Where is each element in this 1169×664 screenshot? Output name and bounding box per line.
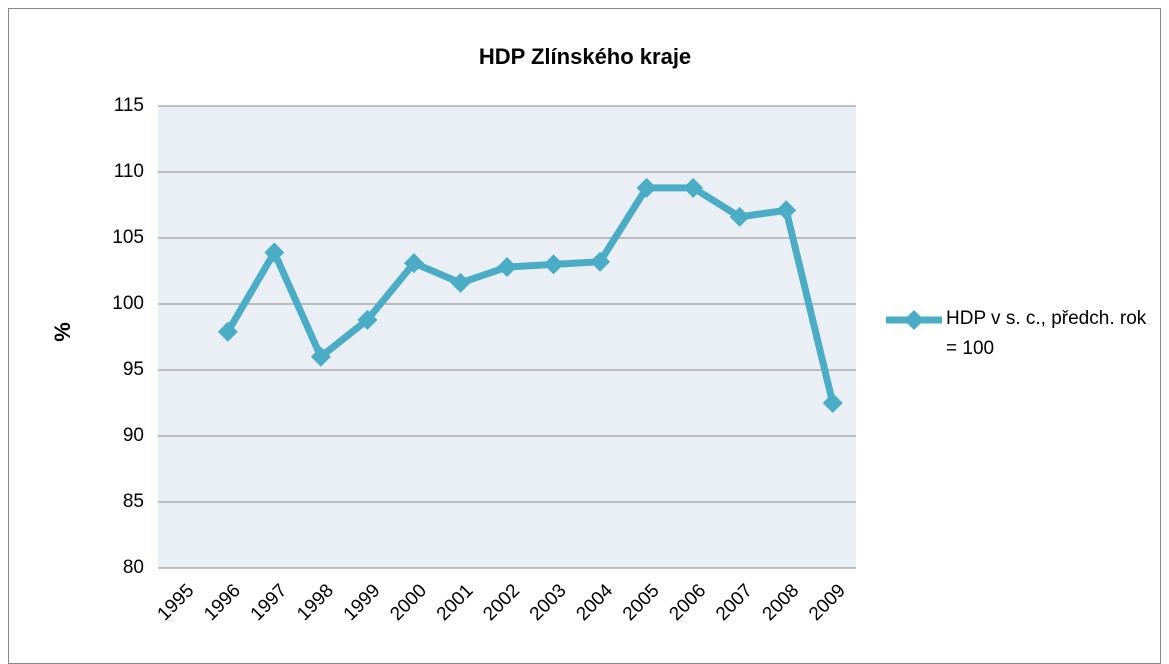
data-point xyxy=(822,393,843,413)
data-point xyxy=(497,257,517,278)
data-point xyxy=(217,321,238,342)
legend-marker xyxy=(904,310,924,330)
data-point xyxy=(357,309,378,330)
data-point xyxy=(776,200,797,221)
y-tick-label: 115 xyxy=(114,95,144,116)
data-point xyxy=(310,346,331,367)
data-point xyxy=(636,177,657,198)
y-tick-label: 80 xyxy=(123,557,144,578)
y-tick-label: 105 xyxy=(112,227,144,248)
data-line xyxy=(224,184,837,404)
y-tick-label: 100 xyxy=(112,293,144,314)
y-axis-label: % xyxy=(50,322,75,342)
y-tick-label: 90 xyxy=(123,425,144,446)
y-tick-label: 85 xyxy=(123,491,144,512)
data-point xyxy=(543,254,564,275)
data-point xyxy=(590,251,611,272)
data-point xyxy=(450,272,471,293)
data-point xyxy=(264,242,285,263)
data-point xyxy=(403,253,424,274)
y-tick-label: 95 xyxy=(123,359,144,380)
data-point xyxy=(729,206,750,227)
plot-area xyxy=(158,106,856,568)
legend-label: HDP v s. c., předch. rok = 100 xyxy=(946,308,1147,359)
chart-title: HDP Zlínského kraje xyxy=(479,44,691,69)
y-tick-label: 110 xyxy=(114,161,144,182)
data-point xyxy=(683,177,704,198)
